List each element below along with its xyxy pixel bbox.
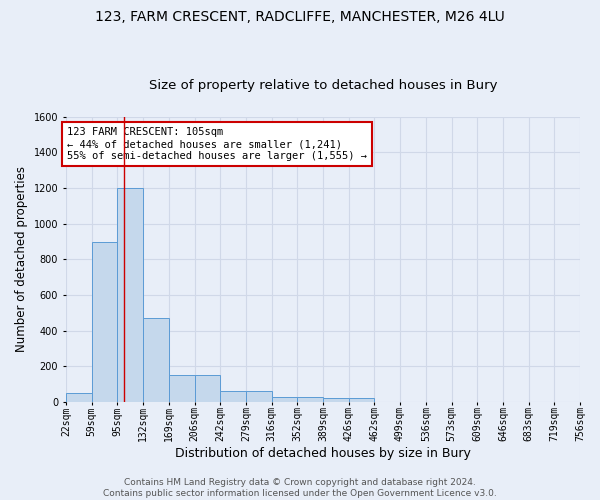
Bar — [169, 376, 195, 402]
Bar — [220, 392, 246, 402]
Bar — [246, 392, 272, 402]
Y-axis label: Number of detached properties: Number of detached properties — [15, 166, 28, 352]
Bar — [272, 396, 297, 402]
Text: 123 FARM CRESCENT: 105sqm
← 44% of detached houses are smaller (1,241)
55% of se: 123 FARM CRESCENT: 105sqm ← 44% of detac… — [67, 128, 367, 160]
Bar — [323, 398, 349, 402]
Bar — [297, 396, 323, 402]
Bar — [92, 242, 117, 402]
Title: Size of property relative to detached houses in Bury: Size of property relative to detached ho… — [149, 79, 497, 92]
Bar — [143, 318, 169, 402]
Bar — [66, 393, 92, 402]
Text: Contains HM Land Registry data © Crown copyright and database right 2024.
Contai: Contains HM Land Registry data © Crown c… — [103, 478, 497, 498]
Text: 123, FARM CRESCENT, RADCLIFFE, MANCHESTER, M26 4LU: 123, FARM CRESCENT, RADCLIFFE, MANCHESTE… — [95, 10, 505, 24]
Bar — [117, 188, 143, 402]
X-axis label: Distribution of detached houses by size in Bury: Distribution of detached houses by size … — [175, 447, 471, 460]
Bar — [195, 376, 220, 402]
Bar — [349, 398, 374, 402]
